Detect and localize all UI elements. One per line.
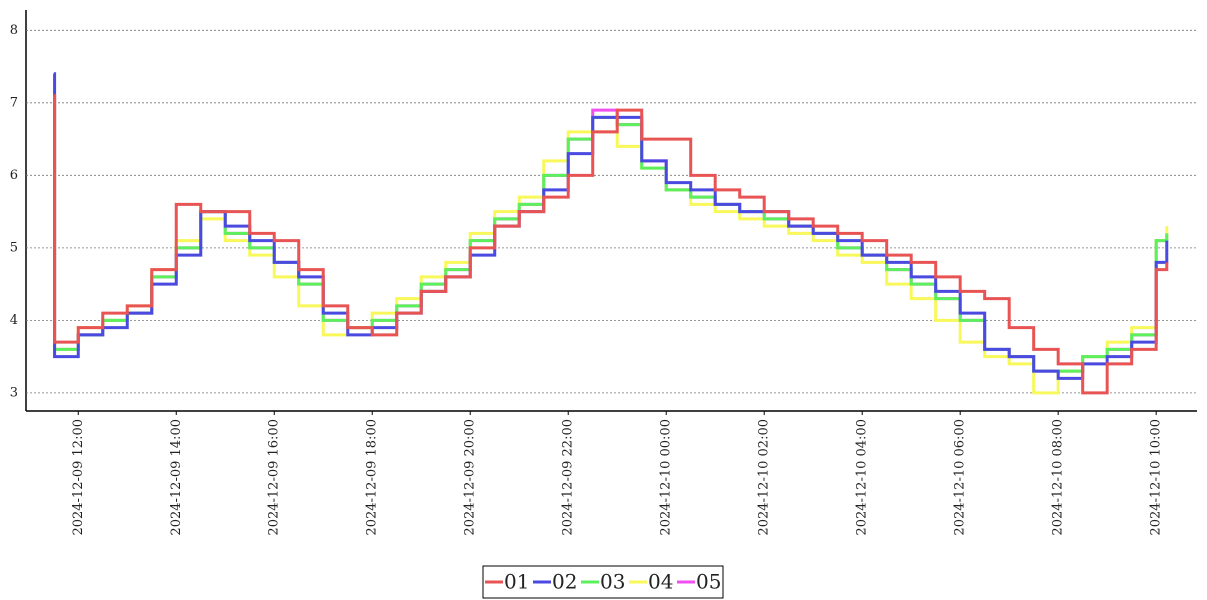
legend-label: 01 [504, 570, 529, 594]
series-line [53, 72, 1169, 380]
x-tick-label: 2024-12-09 18:00 [365, 419, 380, 536]
x-tick-label: 2024-12-10 02:00 [757, 419, 772, 536]
y-tick-label: 4 [10, 313, 18, 328]
x-tick-label: 2024-12-10 08:00 [1051, 419, 1066, 536]
x-tick-label: 2024-12-10 00:00 [659, 419, 674, 536]
y-tick-label: 5 [10, 240, 18, 255]
x-tick-label: 2024-12-09 22:00 [561, 419, 576, 536]
y-tick-label: 6 [10, 168, 18, 183]
x-tick-label: 2024-12-09 16:00 [267, 419, 282, 536]
y-tick-label: 3 [10, 385, 18, 400]
series-line [53, 94, 1169, 395]
x-tick-label: 2024-12-09 12:00 [71, 419, 86, 536]
x-tick-label: 2024-12-09 14:00 [169, 419, 184, 536]
x-tick-label: 2024-12-09 20:00 [463, 419, 478, 536]
y-tick-label: 7 [10, 95, 18, 110]
x-tick-label: 2024-12-10 06:00 [953, 419, 968, 536]
series-line [53, 94, 1169, 373]
series-line [53, 94, 1169, 373]
legend-label: 03 [600, 570, 625, 594]
x-tick-label: 2024-12-10 04:00 [855, 419, 870, 536]
legend-label: 05 [696, 570, 721, 594]
legend-label: 04 [648, 570, 673, 594]
y-tick-label: 8 [10, 23, 18, 38]
legend-label: 02 [552, 570, 577, 594]
x-tick-label: 2024-12-10 10:00 [1149, 419, 1164, 536]
